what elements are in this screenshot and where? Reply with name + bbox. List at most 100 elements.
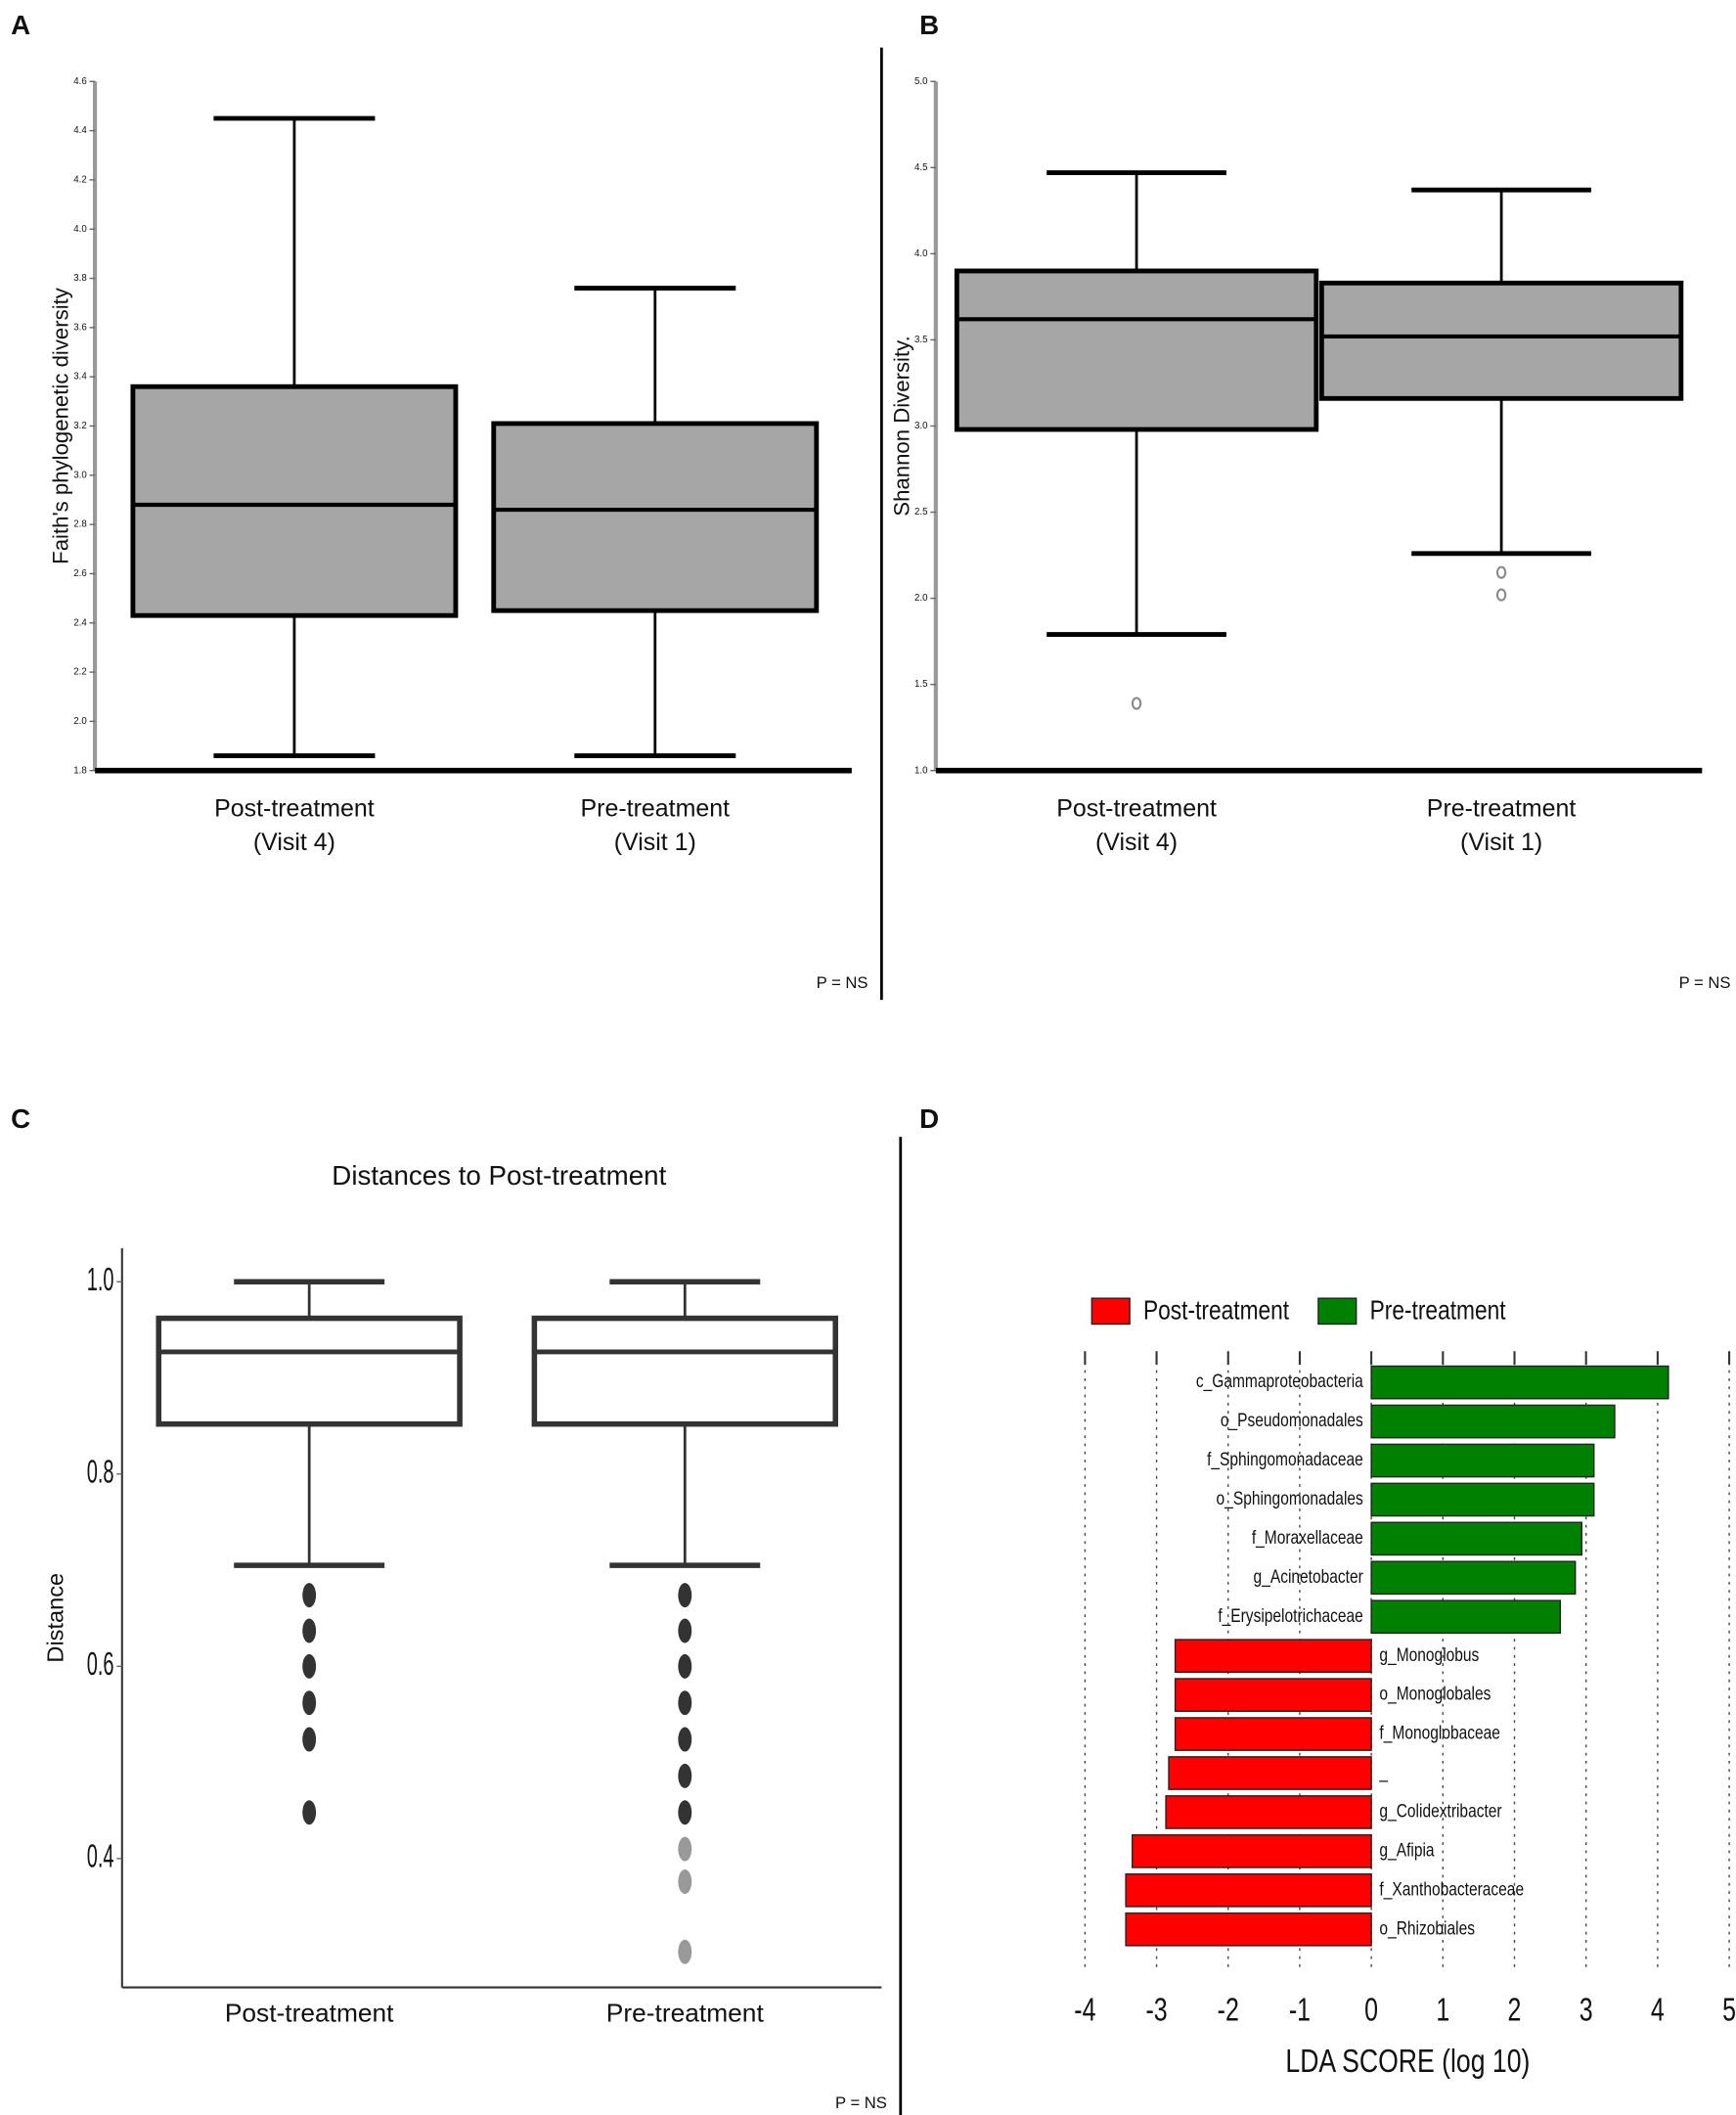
category-label: c_Gammaproteobacteria	[1196, 1371, 1363, 1393]
y-tick-label: 5.0	[914, 76, 928, 87]
y-tick-label: 1.0	[914, 765, 928, 776]
outlier	[678, 1800, 692, 1825]
box	[954, 268, 1319, 432]
x-tick-label: Post-treatment	[225, 1998, 394, 2027]
y-tick-label: 3.2	[73, 421, 86, 431]
category-label: g_Colidextribacter	[1379, 1800, 1501, 1822]
y-tick-label: 1.5	[914, 679, 927, 690]
x-tick-label: 5	[1722, 1992, 1736, 2028]
category-label: f_Moraxellaceae	[1252, 1526, 1363, 1549]
y-axis-label: Shannon Diversity.	[889, 336, 913, 516]
y-tick-label: 3.4	[73, 372, 87, 382]
x-tick-label: (Visit 1)	[1460, 829, 1542, 856]
x-tick-label: (Visit 1)	[614, 829, 696, 856]
outlier	[1495, 565, 1507, 579]
p-value-note: P = NS	[817, 973, 868, 992]
bar	[1370, 1521, 1582, 1556]
y-tick-label: 4.4	[73, 125, 87, 136]
bar	[1370, 1599, 1562, 1635]
bar	[1370, 1443, 1595, 1478]
category-label: f_Sphingomonadaceae	[1207, 1448, 1363, 1470]
y-tick-label: 1.8	[73, 765, 86, 776]
category-label: f_Erysipelotrichaceae	[1218, 1604, 1362, 1627]
x-tick-label: 1	[1436, 1992, 1449, 2028]
legend-swatch	[1091, 1297, 1131, 1326]
bar	[1370, 1365, 1669, 1400]
y-tick-label: 2.5	[914, 507, 927, 518]
x-tick-label: -2	[1218, 1992, 1239, 2028]
outlier	[678, 1869, 692, 1894]
y-tick-label: 3.6	[73, 322, 86, 333]
bar	[1370, 1560, 1577, 1596]
category-label: g_Monoglobus	[1379, 1643, 1479, 1666]
bar	[1125, 1872, 1372, 1908]
p-value-note: P = NS	[1679, 973, 1731, 992]
outlier	[678, 1836, 692, 1862]
y-tick-label: 2.0	[914, 593, 928, 604]
x-tick-label: 2	[1508, 1992, 1522, 2028]
outlier	[1131, 697, 1142, 710]
y-tick-label: 2.8	[73, 519, 86, 530]
x-tick-label: Post-treatment	[214, 795, 375, 823]
panel-label: A	[11, 10, 30, 40]
outlier	[302, 1800, 317, 1825]
bar	[1165, 1795, 1372, 1829]
chart-title: Distances to Post-treatment	[332, 1160, 666, 1191]
x-tick-label: (Visit 4)	[1095, 829, 1178, 856]
outlier	[678, 1583, 692, 1608]
category-label: o_Pseudomonadales	[1221, 1410, 1363, 1432]
bar	[1131, 1834, 1372, 1868]
x-tick-label: (Visit 4)	[253, 829, 335, 856]
x-axis-label: LDA SCORE (log 10)	[1285, 2044, 1530, 2079]
category-label: g_Acinetobacter	[1254, 1565, 1363, 1588]
panel-label: B	[919, 10, 939, 40]
y-tick-label: 4.0	[914, 248, 928, 259]
x-tick-label: 0	[1364, 1992, 1378, 2028]
outlier	[678, 1653, 692, 1679]
y-tick-label: 3.5	[914, 335, 927, 345]
p-value-note: P = NS	[835, 2093, 887, 2112]
y-tick-label: 4.5	[914, 162, 927, 173]
outlier	[678, 1763, 692, 1788]
box	[1318, 280, 1684, 401]
outlier	[1495, 588, 1507, 602]
bar	[1370, 1404, 1616, 1439]
legend-label: Post-treatment	[1143, 1295, 1289, 1326]
legend-swatch	[1317, 1297, 1358, 1326]
outlier	[678, 1618, 692, 1643]
outlier	[678, 1939, 692, 1964]
y-tick-label: 3.0	[73, 470, 87, 480]
category-label: o_Sphingomonadales	[1217, 1487, 1363, 1509]
category-label: f_Xanthobacteraceae	[1379, 1878, 1524, 1901]
y-tick-label: 4.6	[73, 76, 86, 87]
x-tick-label: -1	[1289, 1992, 1311, 2028]
y-tick-label: 4.0	[73, 224, 87, 235]
outlier	[678, 1690, 692, 1716]
y-tick-label: 2.6	[73, 568, 86, 579]
box	[491, 421, 820, 613]
category-label: o_Monoglobales	[1379, 1683, 1491, 1705]
bar	[1174, 1717, 1372, 1751]
box	[531, 1315, 838, 1427]
y-tick-label: 1.0	[87, 1261, 114, 1298]
box	[156, 1315, 463, 1427]
category-label: g_Afipia	[1379, 1839, 1434, 1862]
panel-label: D	[919, 1103, 939, 1134]
box	[130, 383, 459, 618]
y-tick-label: 3.0	[914, 421, 928, 431]
outlier	[302, 1727, 317, 1752]
outlier	[678, 1727, 692, 1752]
y-tick-label: 3.8	[73, 273, 86, 284]
x-tick-label: 4	[1651, 1992, 1665, 2028]
x-tick-label: -4	[1074, 1992, 1095, 2028]
y-tick-label: 2.2	[73, 667, 86, 678]
y-tick-label: 0.8	[87, 1453, 114, 1490]
y-tick-label: 0.4	[87, 1837, 114, 1874]
x-tick-label: Pre-treatment	[581, 795, 731, 823]
bar	[1174, 1639, 1372, 1674]
bar	[1125, 1912, 1372, 1947]
y-axis-label: Faith's phylogenetic diversity	[49, 287, 73, 564]
bar	[1174, 1678, 1372, 1712]
y-axis-label: Distance	[42, 1573, 67, 1663]
outlier	[302, 1653, 317, 1679]
